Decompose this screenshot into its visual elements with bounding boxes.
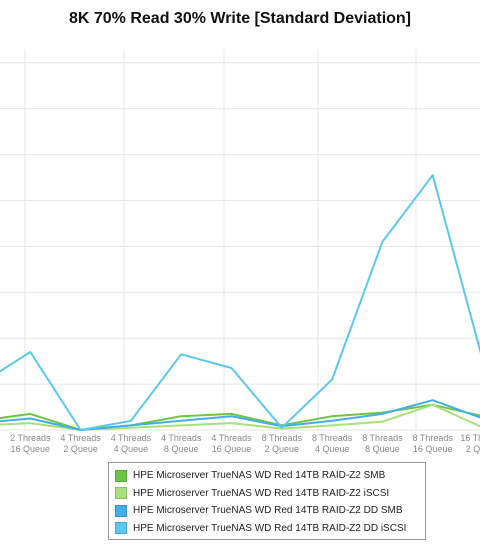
legend-item[interactable]: HPE Microserver TrueNAS WD Red 14TB RAID… xyxy=(115,485,419,503)
legend-label: HPE Microserver TrueNAS WD Red 14TB RAID… xyxy=(133,522,407,534)
series-line-3 xyxy=(0,399,480,431)
x-tick-label: 4 Threads 2 Queue xyxy=(60,433,101,454)
x-tick-label: 8 Threads 2 Queue xyxy=(262,433,303,454)
x-tick-label: 4 Threads 16 Queue xyxy=(211,433,252,454)
legend-swatch xyxy=(115,522,127,535)
x-tick-label: 4 Threads 4 Queue xyxy=(111,433,152,454)
legend-label: HPE Microserver TrueNAS WD Red 14TB RAID… xyxy=(133,470,386,482)
x-tick-label: 2 Threads 16 Queue xyxy=(10,433,51,454)
series-lines xyxy=(0,174,480,431)
x-tick-label: 8 Threads 4 Queue xyxy=(312,433,353,454)
legend-label: HPE Microserver TrueNAS WD Red 14TB RAID… xyxy=(133,487,390,499)
legend-item[interactable]: HPE Microserver TrueNAS WD Red 14TB RAID… xyxy=(115,502,419,520)
x-tick-label: 4 Threads 8 Queue xyxy=(161,433,202,454)
legend-label: HPE Microserver TrueNAS WD Red 14TB RAID… xyxy=(133,505,403,517)
legend-swatch xyxy=(115,469,127,482)
legend-item[interactable]: HPE Microserver TrueNAS WD Red 14TB RAID… xyxy=(115,467,419,485)
x-tick-label: 8 Threads 8 Queue xyxy=(362,433,403,454)
series-line-2 xyxy=(0,403,480,431)
legend-item[interactable]: HPE Microserver TrueNAS WD Red 14TB RAID… xyxy=(115,520,419,538)
series-line-4 xyxy=(0,174,480,431)
legend-swatch xyxy=(115,504,127,517)
legend: HPE Microserver TrueNAS WD Red 14TB RAID… xyxy=(108,462,426,540)
x-tick-label: 8 Threads 16 Queue xyxy=(413,433,454,454)
chart-title: 8K 70% Read 30% Write [Standard Deviatio… xyxy=(68,10,412,27)
legend-swatch xyxy=(115,487,127,500)
gridlines xyxy=(0,49,480,431)
